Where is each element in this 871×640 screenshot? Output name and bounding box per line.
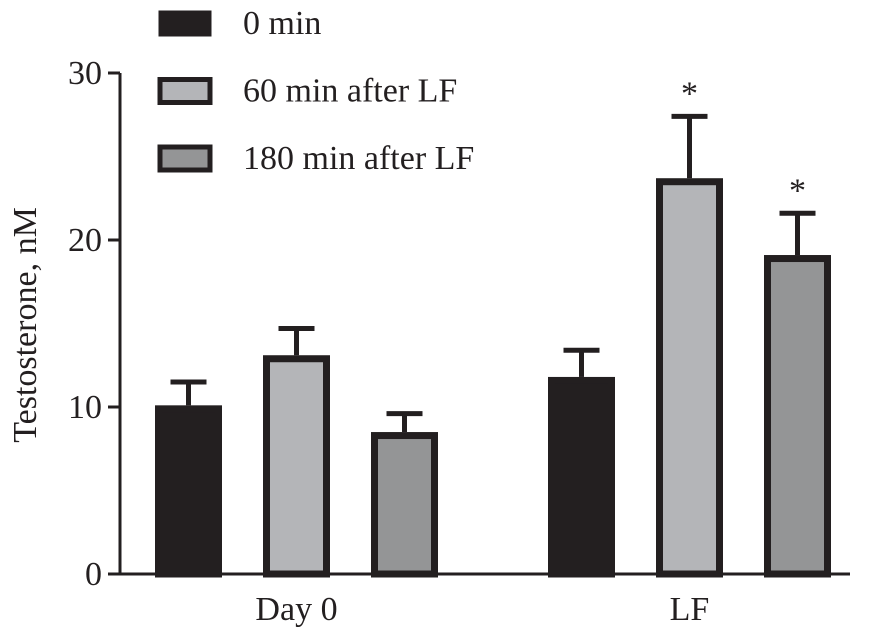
y-tick-label: 30 bbox=[68, 55, 102, 92]
x-tick-label: LF bbox=[670, 591, 710, 628]
legend-label: 180 min after LF bbox=[243, 140, 474, 177]
axes: 0 10 20 30 Day 0 LF bbox=[68, 55, 850, 628]
legend: 0 min 60 min after LF 180 min after LF bbox=[157, 5, 474, 177]
legend-swatch bbox=[157, 77, 213, 105]
y-tick-label: 20 bbox=[68, 222, 102, 259]
y-tick-label: 10 bbox=[68, 389, 102, 426]
legend-label: 60 min after LF bbox=[243, 73, 457, 110]
y-tick-label: 0 bbox=[85, 556, 102, 593]
bar bbox=[371, 432, 438, 578]
bar bbox=[155, 405, 222, 578]
bar bbox=[656, 178, 723, 578]
significance-marker: * bbox=[789, 172, 806, 209]
bar bbox=[263, 355, 330, 578]
y-axis-label: Testosterone, nM bbox=[7, 207, 44, 443]
x-tick-label: Day 0 bbox=[255, 591, 337, 628]
bar bbox=[764, 255, 831, 578]
legend-swatch bbox=[157, 144, 213, 173]
significance-marker: * bbox=[681, 75, 698, 112]
bar bbox=[548, 376, 615, 578]
legend-label: 0 min bbox=[243, 5, 321, 42]
legend-swatch bbox=[158, 10, 212, 37]
